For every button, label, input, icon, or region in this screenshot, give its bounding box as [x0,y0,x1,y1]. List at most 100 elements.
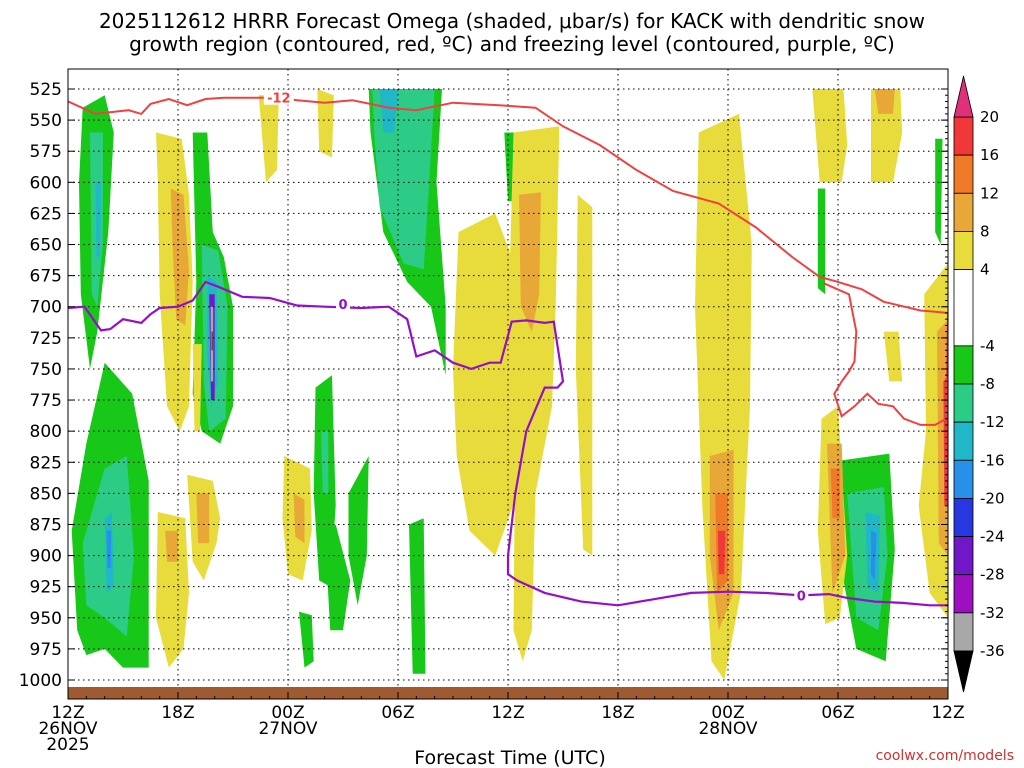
omega-region-50 [830,468,840,519]
omega-region-12 [211,331,213,351]
colorbar-label-20: 20 [980,108,999,126]
x-tick-label-30-0: 18Z [601,703,634,723]
colorbar-segment-9 [953,459,974,499]
x-tick-label-6-0: 18Z [161,703,194,723]
colorbar-label-4: 4 [980,261,990,279]
colorbar-segment-4 [953,231,974,270]
dgz-contour-label-bg [263,89,294,105]
omega-region-19 [324,524,351,631]
omega-region-27 [935,138,943,245]
omega-region-21 [409,518,426,674]
colorbar-label--16: -16 [980,451,1005,469]
colorbar-segment-8 [953,421,974,461]
omega-region-34 [156,512,189,668]
x-tick-label-12-1: 27NOV [258,719,317,739]
y-tick-label-925: 925 [30,578,62,598]
freezing-label-2-bg [794,587,809,603]
colorbar-label--24: -24 [980,528,1005,546]
x-tick-label-36-0: 00Z [711,703,744,723]
freezing-label-2: 0 [797,589,806,604]
y-tick-label-950: 950 [30,609,62,629]
colorbar-label--12: -12 [980,413,1005,431]
y-tick-label-775: 775 [30,391,62,411]
y-tick-label-725: 725 [30,329,62,349]
colorbar-label--32: -32 [980,604,1005,622]
omega-region-14 [372,89,435,270]
x-tick-label-18-0: 06Z [381,703,414,723]
y-tick-label-800: 800 [30,422,62,442]
colorbar-segment-5 [953,269,974,347]
omega-region-42 [519,192,541,332]
chart-title-line-2: growth region (contoured, red, ºC) and f… [129,32,895,56]
omega-region-6 [106,530,112,568]
omega-region-37 [293,493,305,544]
y-tick-label-875: 875 [30,515,62,535]
colorbar-segment-13 [953,612,974,652]
dgz-contour-label: -12 [267,92,291,107]
omega-region-28 [817,188,826,295]
omega-region-53 [874,89,895,114]
colorbar-label-12: 12 [980,184,999,202]
credit-text: coolwx.com/models [876,748,1014,764]
x-tick-label-48-0: 12Z [931,703,964,723]
colorbar: 20 16 12 8 4 -4 -8 -12 -16 -20 -24 -28 -32 -36 [953,75,1005,693]
colorbar-top-arrow [953,75,974,118]
x-tick-label-0-0: 12Z [51,703,84,723]
x-axis-label: Forecast Time (UTC) [414,747,605,768]
omega-region-31 [192,344,202,432]
y-tick-label-525: 525 [30,80,62,100]
x-tick-label-36-1: 28NOV [698,719,757,739]
contour-lines: -12 0 0 [68,89,948,607]
colorbar-label--4: -4 [980,337,995,355]
omega-region-30 [170,188,189,326]
x-tick-label-0-1: 26NOV [38,719,97,739]
colorbar-segment-11 [953,536,974,576]
y-tick-label-700: 700 [30,298,62,318]
x-tick-label-24-0: 12Z [491,703,524,723]
y-tick-label-600: 600 [30,173,62,193]
omega-region-43 [575,194,593,556]
colorbar-label-16: 16 [980,146,999,164]
colorbar-label--28: -28 [980,566,1005,584]
freezing-level-contour [68,280,948,607]
y-tick-label-975: 975 [30,640,62,660]
omega-region-17 [321,431,329,494]
x-tick-label-42-0: 06Z [821,703,854,723]
y-tick-label-650: 650 [30,236,62,256]
y-tick-label-1000: 1000 [19,671,62,691]
omega-region-51 [812,89,848,183]
omega-region-39 [317,89,334,158]
colorbar-label--20: -20 [980,489,1005,507]
omega-region-20 [299,611,314,668]
plot-area: -12 0 0 [68,69,948,699]
y-tick-label-625: 625 [30,204,62,224]
omega-region-15 [379,89,398,133]
colorbar-segment-7 [953,383,974,423]
colorbar-bottom-arrow [953,650,974,693]
omega-region-40 [453,213,519,556]
y-tick-label-575: 575 [30,142,62,162]
freezing-label-1: 0 [338,298,347,313]
colorbar-label--36: -36 [980,642,1005,660]
dgz-contour-lower [822,282,948,426]
freezing-label-1-bg [336,296,350,312]
colorbar-segment-12 [953,574,974,614]
colorbar-segment-3 [953,192,974,232]
colorbar-segment-6 [953,345,974,385]
y-tick-label-750: 750 [30,360,62,380]
y-tick-label-850: 850 [30,484,62,504]
colorbar-segment-1 [953,116,974,156]
grid-lines [68,69,948,699]
x-tick-label-0-2: 2025 [46,735,89,755]
colorbar-segment-2 [953,154,974,194]
dgz-contour-upper [68,96,948,314]
y-tick-label-825: 825 [30,453,62,473]
y-tick-label-550: 550 [30,111,62,131]
omega-region-47 [717,530,726,575]
x-tick-label-12-0: 00Z [271,703,304,723]
y-tick-label-675: 675 [30,267,62,287]
omega-region-2 [95,182,101,257]
chart-title-line-1: 2025112612 HRRR Forecast Omega (shaded, … [99,9,925,33]
